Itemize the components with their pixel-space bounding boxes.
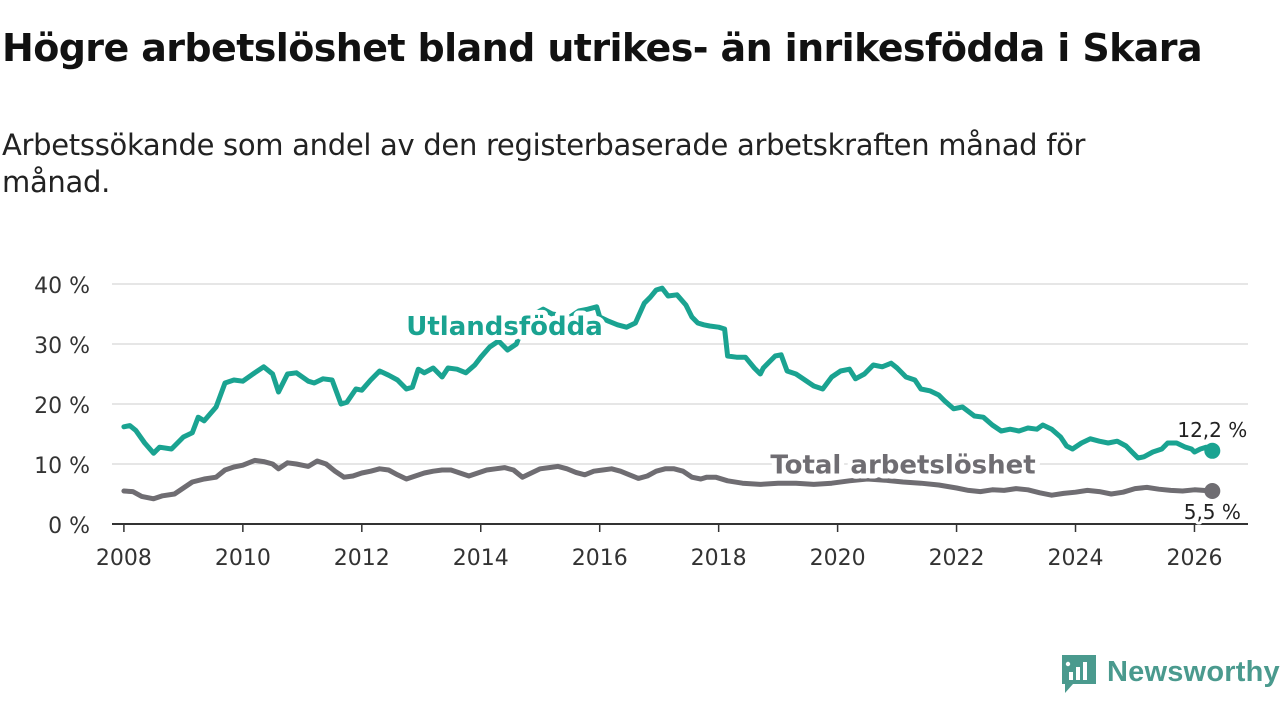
newsworthy-logo: Newsworthy (1059, 652, 1280, 698)
x-tick-label: 2016 (572, 546, 628, 571)
y-tick-label: 10 % (34, 454, 90, 479)
x-tick-label: 2024 (1048, 546, 1104, 571)
tick-layer: 0 % 10 % 20 % 30 % 40 % 2008 2010 2012 2014 2016 2… (34, 274, 1222, 571)
series-name-halo: Utlandsfödda (406, 312, 603, 342)
x-tick-label: 2018 (691, 546, 747, 571)
page-subtitle: Arbetssökande som andel av den registerb… (2, 128, 1086, 199)
grid-layer (112, 283, 1248, 525)
y-tick-label: 40 % (34, 274, 90, 299)
y-tick-label: 30 % (34, 334, 90, 359)
x-tick-label: 2022 (929, 546, 985, 571)
series-name-halo: Total arbetslöshet (770, 451, 1035, 481)
brand-name: Newsworthy (1107, 656, 1280, 688)
end-value-label-halo: 12,2 % (1177, 418, 1247, 442)
x-tick-label: 2010 (215, 546, 271, 571)
series-name-label-total: Total arbetslöshet (770, 451, 1035, 481)
end-value-label-halo: 5,5 % (1184, 500, 1241, 524)
x-tick-label: 2008 (96, 546, 152, 571)
series-name-label-utlandsfodda: Utlandsfödda (406, 312, 603, 342)
x-tick-label: 2014 (453, 546, 509, 571)
series-line-utlandsfodda (121, 285, 1215, 461)
y-tick-label: 0 % (48, 514, 90, 539)
end-value-label-total: 5,5 % (1184, 500, 1241, 524)
label-layer: 12,2 %12,2 %5,5 %5,5 %UtlandsföddaUtland… (401, 307, 1250, 527)
x-tick-label: 2012 (334, 546, 390, 571)
newsworthy-logo-icon (1062, 655, 1096, 693)
end-value-label-utlandsfodda: 12,2 % (1177, 418, 1247, 442)
series-line-total (121, 457, 1215, 502)
series-end-dot-utlandsfodda (1204, 442, 1221, 459)
x-tick-label: 2020 (810, 546, 866, 571)
series-end-dot-total (1204, 483, 1221, 499)
x-tick-label: 2026 (1166, 546, 1222, 571)
y-tick-label: 20 % (34, 394, 90, 419)
page-title: Högre arbetslöshet bland utrikes- än inr… (2, 26, 1203, 70)
series-layer (121, 285, 1221, 502)
